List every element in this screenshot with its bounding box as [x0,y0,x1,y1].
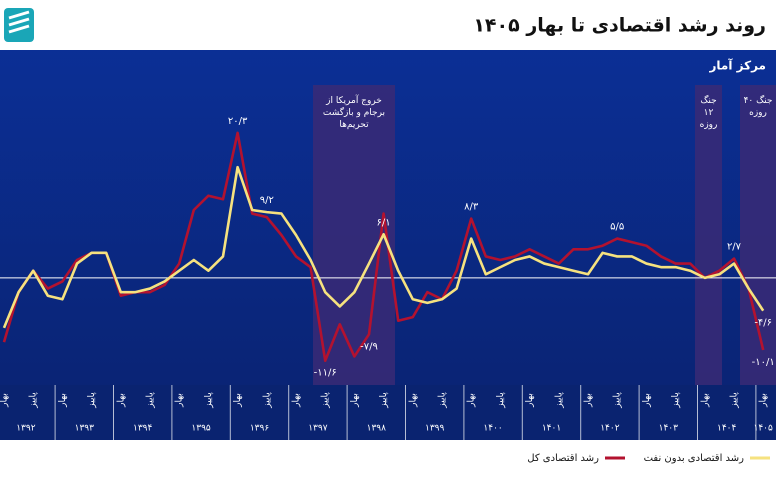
x-tick-label: پاییز [146,392,156,409]
x-tick-label: بهار [700,393,710,408]
highlight-band [740,85,776,385]
year-label: ۱۴۰۱ [542,424,561,434]
x-tick-label: بهار [116,393,126,408]
x-tick-label: پاییز [321,392,331,409]
x-tick-label: پاییز [554,392,564,409]
x-tick-label: بهار [292,393,302,408]
logo [4,8,34,42]
year-label: ۱۳۹۸ [367,424,387,434]
year-label: ۱۳۹۲ [16,424,36,434]
highlight-band [695,85,722,385]
year-label: ۱۳۹۷ [308,424,328,434]
source: مرکز آمار [709,58,766,73]
data-label: ۹/۲ [260,195,274,206]
year-label: ۱۴۰۵ [754,424,774,434]
x-tick-label: پاییز [438,392,448,409]
x-tick-label: پاییز [29,392,39,409]
x-tick-label: بهار [584,393,594,408]
band-label: جنگ ۱۲ روزه [699,96,718,130]
year-label: ۱۳۹۳ [75,424,95,434]
x-tick-label: بهار [58,393,68,408]
chart-title: روند رشد اقتصادی تا بهار ۱۴۰۵ [473,15,766,37]
x-tick-label: پاییز [262,392,272,409]
x-tick-label: بهار [175,393,185,408]
x-tick-label: بهار [759,393,769,408]
band-label: خروج آمریکا از برجام و بازگشت تحریم‌ها [322,96,386,130]
data-label: ۲/۷ [727,242,742,253]
x-tick-label: بهار [525,393,535,408]
x-tick-label: پاییز [496,392,506,409]
year-label: ۱۴۰۳ [659,424,679,434]
x-tick-label: بهار [233,393,243,408]
x-tick-label: پاییز [87,392,97,409]
year-label: ۱۴۰۲ [600,424,620,434]
data-label: ۵/۵ [610,222,624,233]
year-label: ۱۳۹۴ [133,424,153,434]
year-label: ۱۴۰۰ [483,424,502,434]
x-tick-label: پاییز [204,392,214,409]
data-label: -۱۰/۱ [752,357,775,368]
x-tick-label: پاییز [613,392,623,409]
data-label: ۶/۱ [377,217,391,228]
header [0,0,776,50]
x-tick-label: پاییز [730,392,740,409]
year-label: ۱۴۰۴ [717,424,737,434]
x-tick-label: بهار [0,393,10,408]
x-tick-label: بهار [408,393,418,408]
year-label: ۱۳۹۹ [425,424,445,434]
data-label: ۸/۳ [464,202,479,213]
year-label: ۱۳۹۵ [191,424,211,434]
legend-label: رشد اقتصادی کل [527,453,599,464]
x-tick-label: بهار [467,393,477,408]
x-tick-label: پاییز [671,392,681,409]
axis-background [0,385,776,440]
data-label: ۲۰/۳ [228,116,248,127]
series-line [2,165,765,329]
data-label: -۷/۹ [360,341,378,352]
x-tick-label: بهار [642,393,652,408]
year-label: ۱۳۹۶ [250,424,270,434]
data-label: -۴/۶ [754,318,772,329]
band-label: جنگ ۴۰ روزه [743,96,773,118]
x-tick-label: پاییز [379,392,389,409]
data-label: -۱۱/۶ [314,368,337,379]
x-tick-label: بهار [350,393,360,408]
legend-label: رشد اقتصادی بدون نفت [644,453,745,464]
